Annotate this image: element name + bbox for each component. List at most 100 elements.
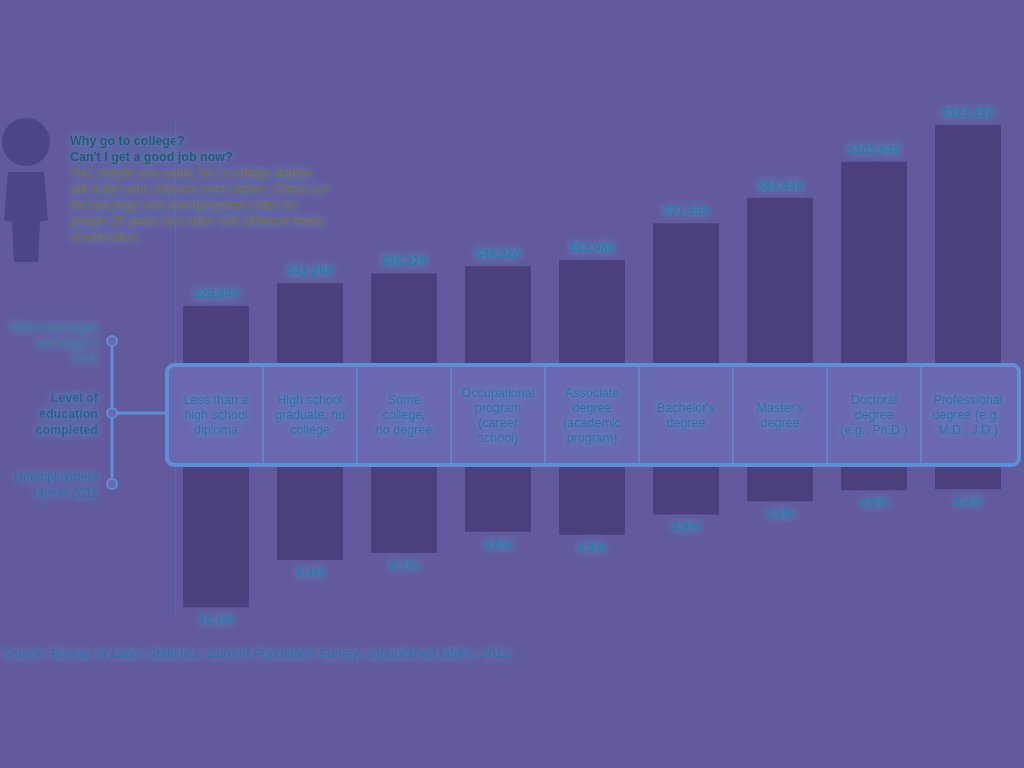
source-note: Source: Bureau of Labor Statistics, Curr… — [2, 646, 513, 661]
earnings-labels: $29,848$41,288$46,228$49,920$52,988$71,5… — [193, 106, 994, 301]
category-label: High schoolgraduate, nocollege — [275, 393, 345, 437]
text-line: college — [290, 423, 330, 437]
text-line: Bachelor's — [657, 401, 715, 415]
earnings-bars — [183, 125, 1001, 365]
category-box: Less than ahigh schooldiploma High school… — [167, 365, 1019, 465]
text-line: no degree — [376, 423, 432, 437]
data-label: 4.9% — [672, 520, 701, 534]
series-label: Mean (average) earnings in 2011 — [10, 320, 98, 366]
category-label: Master'sdegree — [757, 401, 804, 430]
text-line: degree (e.g., — [933, 408, 1004, 422]
text-line: program) — [567, 431, 618, 445]
text-line: graduate, no — [275, 408, 345, 422]
text-line: Some — [388, 393, 421, 407]
bar — [841, 162, 907, 365]
text-line: earnings in — [37, 336, 98, 350]
text-line: education — [39, 407, 98, 421]
category-label: Somecollege,no degree — [376, 393, 432, 437]
category-label: Occupationalprogram(careerschool) — [462, 386, 535, 445]
category-label: Professionaldegree (e.g.,M.D., J.D.) — [933, 393, 1004, 437]
text-line: diploma — [194, 423, 238, 437]
text-line: will make your chances even better. Chec… — [69, 182, 328, 196]
text-line: Unemployment — [14, 470, 99, 484]
axis-label: Level ofeducationcompleted — [35, 391, 98, 437]
data-label: 2.4% — [954, 495, 983, 509]
text-line: college, — [382, 408, 425, 422]
text-line: Professional — [934, 393, 1003, 407]
bar — [465, 266, 531, 365]
text-line: degree — [573, 401, 612, 415]
data-label: 9.4% — [296, 566, 325, 580]
chart: Why go to college? Can't I get a good job… — [0, 0, 1024, 768]
text-line: degree — [667, 416, 706, 430]
bar — [747, 198, 813, 365]
text-line: degree — [855, 408, 894, 422]
category-divider — [638, 367, 640, 463]
text-line: High school — [277, 393, 342, 407]
bar — [653, 223, 719, 365]
data-label: 14.1% — [198, 613, 233, 627]
text-line: high school — [184, 408, 247, 422]
data-label: 2.5% — [860, 496, 889, 510]
data-label: 6.6% — [484, 538, 513, 552]
category-divider — [544, 367, 546, 463]
text-line: 2011 — [71, 352, 98, 366]
text-line: Doctoral — [851, 393, 898, 407]
text-line: the earnings and unemployment rates for — [70, 198, 298, 212]
person-icon — [2, 118, 50, 262]
bar — [935, 465, 1001, 489]
text-line: (e.g., Ph.D.) — [840, 423, 907, 437]
text-line: (academic — [563, 416, 621, 430]
text-line: Associate — [565, 386, 619, 400]
text-line: Yes, maybe you could, but a college degr… — [70, 166, 312, 180]
bar — [183, 465, 249, 607]
category-divider — [356, 367, 358, 463]
series-label: Unemployment rate in 2011 — [14, 470, 99, 500]
axis-line — [175, 118, 176, 366]
background — [0, 0, 1024, 768]
data-label: 6.9% — [578, 541, 607, 555]
category-labels: Less than ahigh schooldiploma High school… — [184, 386, 1004, 445]
category-divider — [262, 367, 264, 463]
bracket-dot — [107, 408, 117, 418]
data-label: 8.7% — [390, 559, 419, 573]
category-label: Bachelor'sdegree — [657, 401, 715, 430]
category-frame — [167, 365, 1019, 465]
category-label: Doctoraldegree(e.g., Ph.D.) — [840, 393, 907, 437]
bracket-dot — [107, 336, 117, 346]
text-line: Less than a — [184, 393, 249, 407]
category-divider — [826, 367, 828, 463]
row-bracket — [107, 336, 167, 489]
bar — [371, 273, 437, 365]
data-label: $84,448 — [757, 179, 802, 193]
text-line: rate in 2011 — [33, 486, 98, 500]
subtitle: Can't I get a good job now? — [70, 150, 233, 164]
text-line: Mean (average) — [10, 320, 98, 334]
data-label: $49,920 — [475, 247, 520, 261]
bracket-dot — [107, 479, 117, 489]
bar — [841, 465, 907, 490]
category-divider — [732, 367, 734, 463]
text-line: M.D., J.D.) — [938, 423, 998, 437]
data-label: $102,648 — [848, 143, 900, 157]
category-divider — [920, 367, 922, 463]
intro-text: Yes, maybe you could, but a college degr… — [69, 166, 328, 244]
category-label: Associatedegree(academicprogram) — [563, 386, 621, 445]
category-divider — [450, 367, 452, 463]
axis-line — [175, 466, 176, 618]
data-label: $121,212 — [942, 106, 994, 120]
bar — [465, 465, 531, 532]
bar — [653, 465, 719, 514]
bar — [277, 283, 343, 365]
data-label: 3.6% — [766, 507, 795, 521]
bracket-line — [112, 412, 167, 415]
title: Why go to college? — [70, 134, 185, 148]
unemployment-labels: 14.1% 9.4% 8.7% 6.6% 6.9% 4.9% 3.6% 2.5% 2.4% — [198, 495, 982, 627]
data-label: $41,288 — [287, 264, 332, 278]
text-line: (career — [478, 416, 518, 430]
bar — [559, 465, 625, 535]
text-line: Level of — [51, 391, 99, 405]
unemployment-bars — [183, 465, 1001, 607]
data-label: $71,552 — [663, 204, 708, 218]
earnings-axis — [175, 118, 176, 366]
